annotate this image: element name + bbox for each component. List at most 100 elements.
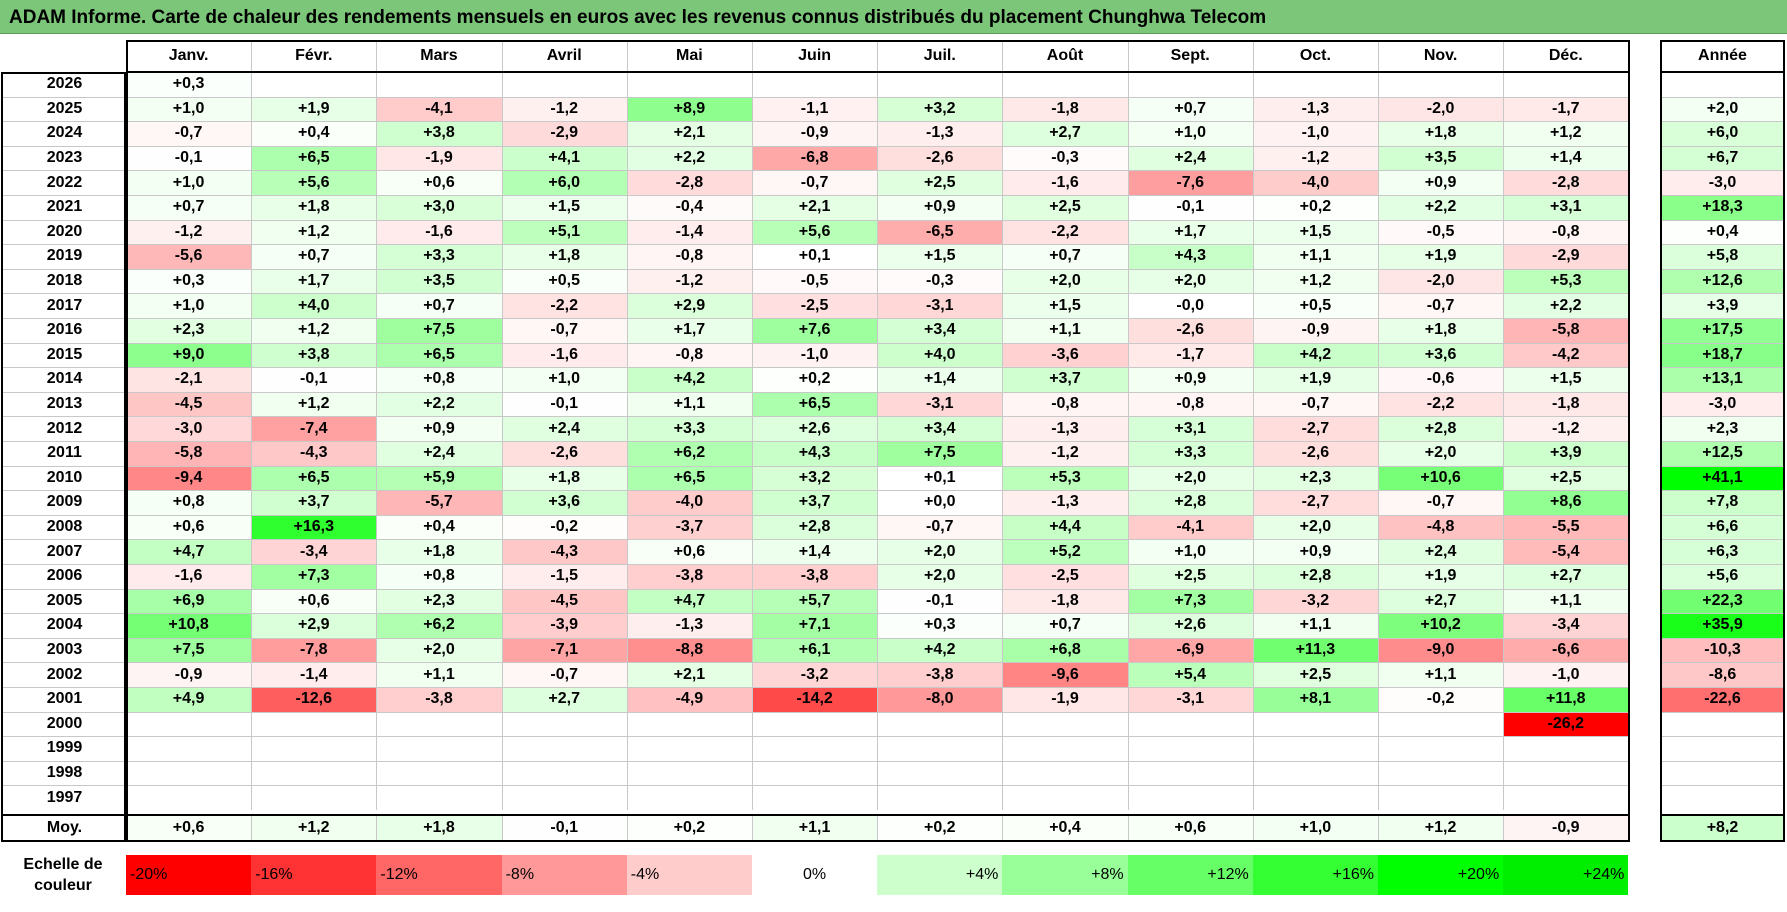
heatmap-cell <box>376 72 502 97</box>
grid-col-line <box>376 40 378 810</box>
heatmap-cell: -0,8 <box>626 244 752 269</box>
year-column-header: Année <box>1660 40 1785 72</box>
heatmap-cell: +1,7 <box>251 268 377 294</box>
heatmap-cell: +0,6 <box>626 539 752 564</box>
heatmap-cell: -0,1 <box>126 145 252 171</box>
grid-row-line <box>1660 465 1785 467</box>
heatmap-cell: +2,0 <box>1127 268 1253 294</box>
year-label: 1997 <box>3 785 126 810</box>
heatmap-cell: +2,7 <box>501 687 627 712</box>
grid-col-line <box>1252 814 1254 842</box>
heatmap-cell: -1,7 <box>1127 342 1253 368</box>
heatmap-cell <box>501 760 627 786</box>
month-header: Avril <box>501 40 627 72</box>
heatmap-cell: -1,4 <box>251 662 377 687</box>
heatmap-cell: -1,3 <box>877 121 1003 146</box>
heatmap-cell: +11,8 <box>1503 687 1629 712</box>
heatmap-cell: +1,1 <box>1002 318 1128 343</box>
heatmap-cell: +2,0 <box>1252 514 1378 540</box>
month-header: Oct. <box>1252 40 1378 72</box>
month-header: Mars <box>376 40 502 72</box>
month-header: Févr. <box>251 40 377 72</box>
heatmap-cell: +5,3 <box>1002 465 1128 491</box>
grid-row-line <box>3 219 126 221</box>
grid-col-line <box>877 814 879 842</box>
heatmap-cell: +0,8 <box>376 367 502 392</box>
heatmap-cell: +4,3 <box>1127 244 1253 269</box>
scale-swatch: +12% <box>1127 855 1253 895</box>
average-label: Moy. <box>3 814 126 842</box>
heatmap-cell: +8,6 <box>1503 490 1629 515</box>
heatmap-cell <box>1378 760 1504 786</box>
heatmap-cell: +1,2 <box>1503 121 1629 146</box>
annual-cell <box>1660 760 1785 786</box>
heatmap-cell: -2,2 <box>1378 391 1504 417</box>
heatmap-cell: +4,2 <box>626 367 752 392</box>
heatmap-cell: -3,8 <box>376 687 502 712</box>
heatmap-cell: +6,8 <box>1002 637 1128 663</box>
year-label: 2019 <box>3 244 126 269</box>
annual-cell: +0,4 <box>1660 219 1785 245</box>
heatmap-cell: +1,0 <box>501 367 627 392</box>
heatmap-cell: +1,0 <box>1127 539 1253 564</box>
heatmap-cell <box>251 72 377 97</box>
year-label: 2021 <box>3 195 126 220</box>
heatmap-cell: -0,0 <box>1127 293 1253 318</box>
heatmap-cell: +3,5 <box>1378 145 1504 171</box>
annual-cell: +2,0 <box>1660 96 1785 122</box>
heatmap-cell: -7,4 <box>251 416 377 441</box>
heatmap-cell: +2,0 <box>376 637 502 663</box>
header-divider <box>1660 71 1785 73</box>
annual-cell: +7,8 <box>1660 490 1785 515</box>
scale-swatch: +16% <box>1252 855 1378 895</box>
grid-row-line <box>3 785 126 787</box>
heatmap-cell <box>1252 736 1378 761</box>
average-cell: +0,6 <box>1127 814 1253 842</box>
heatmap-cell <box>1127 785 1253 810</box>
heatmap-cell: +2,4 <box>501 416 627 441</box>
heatmap-cell: +2,0 <box>1002 268 1128 294</box>
grid-col-line <box>1503 814 1505 842</box>
annual-cell: -3,0 <box>1660 170 1785 195</box>
grid-row-line <box>1660 441 1785 442</box>
grid-row-line <box>1660 268 1785 270</box>
heatmap-cell: -3,1 <box>1127 687 1253 712</box>
heatmap-cell <box>1503 72 1629 97</box>
heatmap-cell: +7,3 <box>1127 588 1253 614</box>
grid-row-line <box>3 416 126 418</box>
heatmap-cell: +0,9 <box>376 416 502 441</box>
heatmap-cell: +5,7 <box>752 588 878 614</box>
heatmap-cell: -3,6 <box>1002 342 1128 368</box>
grid-col-line <box>251 40 253 810</box>
heatmap-cell: -0,7 <box>501 318 627 343</box>
heatmap-cell: +0,6 <box>126 514 252 540</box>
year-label: 2005 <box>3 588 126 614</box>
heatmap-cell: +0,0 <box>877 490 1003 515</box>
heatmap-cell: -7,8 <box>251 637 377 663</box>
heatmap-cell: +1,7 <box>1127 219 1253 245</box>
heatmap-cell: -4,3 <box>501 539 627 564</box>
heatmap-cell: +2,2 <box>1503 293 1629 318</box>
grid-row-line <box>3 662 126 664</box>
heatmap-cell: +2,3 <box>1252 465 1378 491</box>
heatmap-cell: +5,3 <box>1503 268 1629 294</box>
grid-row-line <box>1660 564 1785 565</box>
heatmap-cell: -6,8 <box>752 145 878 171</box>
heatmap-cell: -12,6 <box>251 687 377 712</box>
heatmap-cell: +0,7 <box>1127 96 1253 122</box>
heatmap-cell: +2,7 <box>1002 121 1128 146</box>
heatmap-cell: -1,6 <box>1002 170 1128 195</box>
heatmap-cell <box>251 736 377 761</box>
scale-swatch: +4% <box>877 855 1003 895</box>
heatmap-cell: -1,3 <box>1252 96 1378 122</box>
heatmap-cell: +3,7 <box>251 490 377 515</box>
annual-cell: +12,6 <box>1660 268 1785 294</box>
heatmap-cell: +0,3 <box>126 268 252 294</box>
heatmap-cell: +2,0 <box>877 539 1003 564</box>
heatmap-cell: +1,4 <box>1503 145 1629 171</box>
grid-row-line <box>1660 416 1785 418</box>
heatmap-cell: +1,8 <box>376 539 502 564</box>
heatmap-cell: +6,5 <box>752 391 878 417</box>
grid-row-line <box>3 711 126 713</box>
heatmap-cell: +5,6 <box>752 219 878 245</box>
